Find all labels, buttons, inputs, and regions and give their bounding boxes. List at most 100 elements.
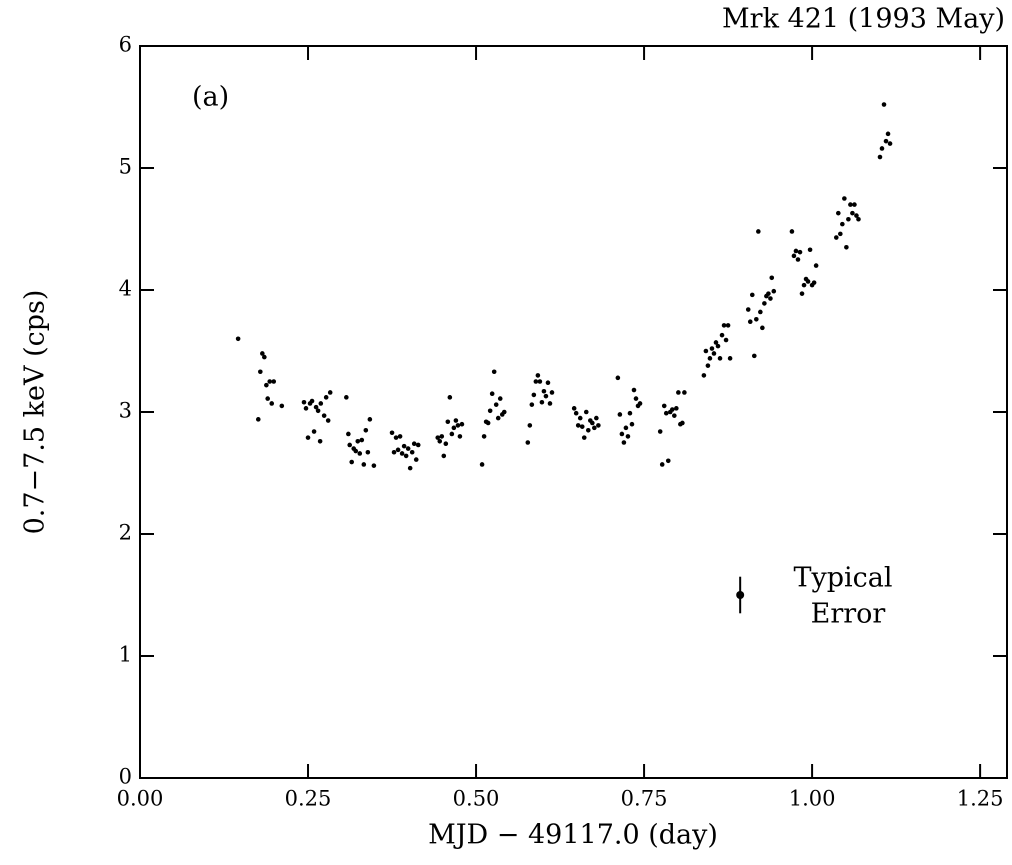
data-point xyxy=(493,402,499,407)
data-point xyxy=(768,296,773,301)
data-point xyxy=(766,291,771,296)
data-point xyxy=(571,406,577,411)
data-point xyxy=(409,449,415,455)
y-tick-label: 4 xyxy=(119,277,132,301)
data-point xyxy=(537,379,543,384)
data-point xyxy=(305,435,311,440)
data-point xyxy=(813,263,819,268)
data-point xyxy=(323,395,329,400)
data-point xyxy=(495,415,501,421)
data-point xyxy=(661,403,667,409)
data-point xyxy=(575,423,581,428)
error-label: Typical xyxy=(793,563,892,594)
data-point xyxy=(854,213,859,218)
data-point xyxy=(717,356,723,361)
data-point xyxy=(850,210,855,216)
data-point xyxy=(344,395,349,400)
data-point xyxy=(415,442,421,448)
data-point xyxy=(723,337,729,343)
data-point xyxy=(615,375,621,381)
data-point xyxy=(585,428,591,433)
data-point xyxy=(531,392,537,398)
data-point xyxy=(527,423,533,428)
error-label: Error xyxy=(811,599,886,630)
data-point xyxy=(255,417,261,422)
y-tick-label: 3 xyxy=(119,399,132,423)
data-point xyxy=(680,420,685,426)
data-point xyxy=(709,346,715,351)
data-point xyxy=(543,393,549,399)
data-point xyxy=(321,413,327,418)
data-point xyxy=(721,323,727,328)
data-point xyxy=(795,257,801,262)
data-point xyxy=(547,401,553,406)
data-point xyxy=(705,363,711,368)
data-point xyxy=(447,395,453,400)
data-point xyxy=(625,434,631,439)
data-point xyxy=(676,390,681,395)
data-point xyxy=(309,398,315,404)
data-point xyxy=(347,442,352,448)
data-point xyxy=(303,406,309,411)
data-point xyxy=(301,399,307,405)
data-point xyxy=(455,423,461,428)
data-point xyxy=(491,369,497,375)
data-point xyxy=(793,248,799,254)
data-point xyxy=(703,348,709,354)
data-point xyxy=(407,465,413,471)
data-point xyxy=(769,275,775,281)
data-point xyxy=(573,410,579,416)
data-point xyxy=(367,417,373,422)
data-point xyxy=(357,451,363,456)
data-point xyxy=(525,440,531,445)
data-point xyxy=(361,462,367,467)
data-point xyxy=(391,449,397,455)
data-point xyxy=(579,424,585,429)
data-point xyxy=(672,413,677,418)
x-tick-label: 1.00 xyxy=(789,787,836,811)
data-point xyxy=(663,410,669,416)
data-point xyxy=(459,421,465,427)
data-point xyxy=(327,390,333,395)
data-point xyxy=(439,434,445,439)
data-point xyxy=(711,351,717,356)
data-point xyxy=(760,325,765,331)
data-point xyxy=(413,457,419,462)
data-point xyxy=(445,419,451,425)
data-point xyxy=(479,462,485,467)
x-axis-label: MJD − 49117.0 (day) xyxy=(428,820,718,851)
data-point xyxy=(799,291,805,296)
data-point xyxy=(754,316,759,322)
x-tick-label: 0.50 xyxy=(453,787,500,811)
data-point xyxy=(811,280,817,285)
data-point xyxy=(881,102,887,107)
data-point xyxy=(665,458,671,464)
data-point xyxy=(235,336,241,342)
error-point xyxy=(736,591,745,599)
data-point xyxy=(844,245,849,250)
y-tick-label: 2 xyxy=(119,521,132,545)
chart-title: Mrk 421 (1993 May) xyxy=(722,4,1005,35)
data-point xyxy=(657,429,663,434)
data-point xyxy=(313,404,319,410)
x-tick-label: 1.25 xyxy=(957,787,1004,811)
data-point xyxy=(751,353,757,359)
data-point xyxy=(725,323,731,328)
data-point xyxy=(756,229,761,234)
y-tick-label: 1 xyxy=(119,643,132,667)
data-point xyxy=(541,388,547,394)
plot-frame xyxy=(139,45,1008,779)
data-point xyxy=(838,231,843,237)
data-point xyxy=(269,401,275,406)
y-axis-label: 0.7−7.5 keV (cps) xyxy=(20,290,51,535)
data-point xyxy=(627,410,633,416)
data-point xyxy=(485,420,491,426)
data-point xyxy=(758,309,763,315)
data-point xyxy=(262,354,267,360)
data-point xyxy=(583,409,589,415)
data-point xyxy=(789,229,795,234)
data-point xyxy=(805,279,811,284)
data-point xyxy=(623,425,629,431)
